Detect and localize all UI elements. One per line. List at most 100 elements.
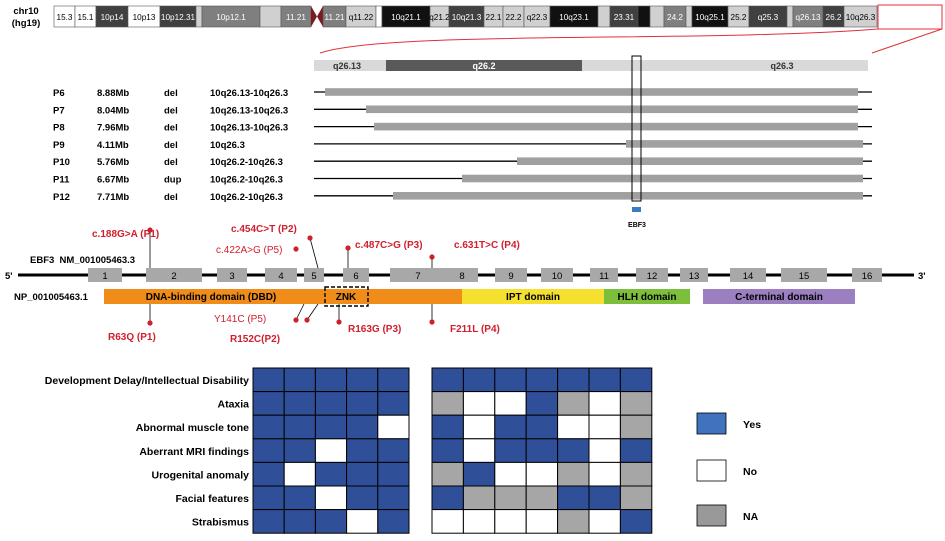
cnv-type: del	[164, 140, 178, 151]
exon-number: 8	[459, 271, 464, 282]
exon-number: 11	[599, 271, 609, 282]
phenotype-cell	[494, 367, 527, 393]
phenotype-cell	[377, 414, 410, 440]
dna-variant-dot	[293, 246, 299, 252]
cnv-patient-id: P9	[53, 140, 65, 151]
exon	[390, 268, 446, 282]
domain-dbd-label: DNA-binding domain (DBD)	[146, 292, 277, 303]
phenotype-grid-group2: P6 P7 P8 P9 P10 P11 P12	[431, 367, 653, 541]
domain-znk-box	[324, 286, 369, 307]
phenotype-cell	[557, 509, 590, 534]
phenotype-cell	[494, 438, 527, 463]
phenotype-cell	[494, 414, 527, 440]
ebf3-marker-label: EBF3	[628, 222, 646, 229]
cnv-segment	[374, 122, 858, 131]
chromosome-band-label: 10p12.31	[161, 13, 196, 22]
chromosome-ideogram: 15.3 15.1 10p14 10p13 10p12.31 10p12.1 11.21 11…	[53, 5, 878, 28]
cnv-segment	[462, 174, 863, 183]
phenotype-cell	[431, 438, 464, 463]
phenotype-label: Urogenital anomaly	[152, 469, 250, 481]
phenotype-cell	[283, 367, 316, 393]
exon	[636, 268, 668, 282]
phenotype-cell	[283, 485, 316, 511]
exon	[495, 268, 527, 282]
exon	[88, 268, 122, 282]
cnv-region: 10q26.13-10q26.3	[210, 88, 288, 99]
phenotype-cell	[494, 485, 527, 511]
phenotype-cell	[557, 485, 590, 511]
phenotype-cell	[588, 485, 621, 511]
phenotype-cell	[283, 509, 316, 534]
ebf3-gene-mark	[632, 207, 641, 212]
cnv-segment	[366, 105, 858, 114]
phenotype-cell	[283, 391, 316, 416]
dna-variant-label: c.631T>C (P4)	[454, 240, 520, 251]
band-q26-13	[314, 60, 386, 71]
phenotype-cell	[588, 414, 621, 440]
phenotype-cell	[346, 461, 379, 487]
cnv-patient-id: P6	[53, 88, 65, 99]
phenotype-label: Abnormal muscle tone	[136, 422, 249, 434]
cnv-region: 10q26.13-10q26.3	[210, 105, 288, 116]
chromosome-band-label: 10q21.3	[452, 13, 482, 22]
cnv-type: del	[164, 123, 178, 134]
phenotype-row-labels: Development Delay/Intellectual Disabilit…	[45, 375, 249, 529]
chromosome-band-label: 26.2	[826, 13, 842, 22]
chromosome-band-label: q21.2	[429, 13, 450, 22]
dna-variant-leader	[309, 237, 319, 269]
genome-build: (hg19)	[12, 18, 41, 29]
phenotype-panel: Development Delay/Intellectual Disabilit…	[45, 367, 761, 541]
chromosome-band-label: 10q26.3	[846, 13, 876, 22]
cnv-size: 7.96Mb	[97, 123, 129, 134]
phenotype-cell	[619, 485, 653, 511]
band-label-q26-2: q26.2	[472, 61, 495, 71]
chromosome-band-label: 15.1	[78, 13, 94, 22]
band-label-q26-3: q26.3	[770, 61, 793, 71]
phenotype-cell	[283, 438, 316, 463]
chromosome-band-label: q25.3	[758, 13, 779, 22]
chromosome-band-label: 22.1	[486, 13, 502, 22]
domain-dbd	[104, 289, 462, 304]
chromosome-band-label: 10q23.1	[559, 13, 589, 22]
chromosome-band	[685, 5, 693, 28]
phenotype-patient-label: P1	[262, 539, 275, 541]
phenotype-cell	[619, 461, 653, 487]
phenotype-cell	[346, 485, 379, 511]
dna-variant-label: c.422A>G (P5)	[216, 245, 282, 256]
protein-variant-leader	[295, 303, 305, 321]
exon	[446, 268, 478, 282]
protein-variant-leader	[306, 303, 319, 321]
chromosome-panel: chr10 (hg19) 15.3 15.1 10p14 10p13 10p12.31 1…	[12, 4, 943, 54]
chromosome-band-label: q22.3	[527, 13, 548, 22]
phenotype-cell	[314, 414, 348, 440]
phenotype-cell	[557, 461, 590, 487]
exon	[343, 268, 369, 282]
cnv-size: 7.71Mb	[97, 192, 129, 203]
phenotype-cell	[252, 485, 285, 511]
phenotype-cell	[557, 414, 590, 440]
phenotype-cell	[283, 461, 316, 487]
phenotype-cell	[252, 461, 285, 487]
exon-number: 10	[552, 271, 563, 282]
band-q26-2	[386, 60, 582, 71]
chromosome-band	[843, 5, 878, 28]
zoom-connector-right	[871, 28, 943, 54]
dna-variant-dot	[147, 227, 153, 233]
cnv-region: 10q26.2-10q26.3	[210, 157, 283, 168]
exon-number: 3	[229, 271, 234, 282]
phenotype-cell	[431, 461, 464, 487]
phenotype-cell	[314, 391, 348, 416]
phenotype-label: Aberrant MRI findings	[139, 446, 249, 458]
phenotype-cell	[619, 414, 653, 440]
domain-hlh	[604, 289, 690, 304]
legend-label: Yes	[743, 419, 761, 431]
dna-variant-label: c.454C>T (P2)	[231, 224, 297, 235]
domain-hlh-label: HLH domain	[618, 292, 677, 303]
chromosome-band-label: 22.2	[506, 13, 522, 22]
chromosome-band-label: 24.2	[667, 13, 683, 22]
domain-cterm-label: C-terminal domain	[735, 292, 823, 303]
domain-ipt-label: IPT domain	[506, 292, 560, 303]
exon-number: 15	[799, 271, 810, 282]
band-label-q26-13: q26.13	[333, 61, 361, 71]
protein-domain-track: DNA-binding domain (DBD) ZNK IPT domain HLH…	[104, 286, 855, 307]
